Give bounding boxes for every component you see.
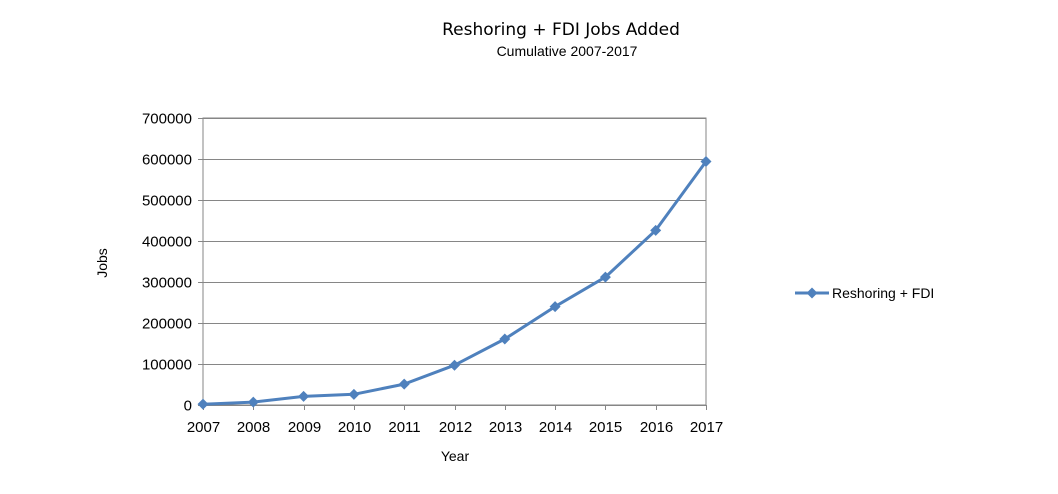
x-tick-label: 2009 <box>288 419 321 436</box>
data-point <box>247 396 259 408</box>
data-point <box>650 224 662 236</box>
x-tick-label: 2017 <box>690 419 723 436</box>
y-tick-label: 500000 <box>142 193 192 210</box>
data-point <box>398 378 410 390</box>
x-tick-label: 2013 <box>489 419 522 436</box>
x-axis-title: Year <box>441 448 470 464</box>
y-tick-label: 600000 <box>142 152 192 169</box>
data-point <box>197 398 209 410</box>
chart-subtitle: Cumulative 2007-2017 <box>497 43 638 59</box>
y-tick-label: 700000 <box>142 111 192 128</box>
data-point <box>348 388 360 400</box>
y-tick-label: 100000 <box>142 357 192 374</box>
data-point <box>298 390 310 402</box>
legend: Reshoring + FDI <box>795 285 934 301</box>
y-tick-label: 0 <box>184 398 192 415</box>
x-tick-label: 2012 <box>439 419 472 436</box>
chart-title: Reshoring + FDI Jobs Added <box>442 20 680 40</box>
data-point <box>499 333 511 345</box>
y-tick-label: 400000 <box>142 234 192 251</box>
x-tick-label: 2008 <box>237 419 270 436</box>
x-tick-label: 2016 <box>640 419 673 436</box>
plot-area: 0 100000 200000 300000 400000 500000 600000 700… <box>142 111 723 437</box>
x-tick-label: 2015 <box>589 419 622 436</box>
y-axis-title: Jobs <box>94 248 110 278</box>
legend-label: Reshoring + FDI <box>832 285 934 301</box>
x-tick-label: 2011 <box>388 419 420 436</box>
x-tick-label: 2007 <box>187 419 220 436</box>
y-tick-label: 300000 <box>142 275 192 292</box>
legend-marker <box>806 287 818 299</box>
data-point <box>449 359 460 371</box>
x-tick-label: 2010 <box>338 419 371 436</box>
data-point <box>599 271 611 283</box>
data-point <box>700 155 712 167</box>
data-point <box>549 301 561 313</box>
x-tick-label: 2014 <box>539 419 572 436</box>
y-tick-label: 200000 <box>142 316 192 333</box>
